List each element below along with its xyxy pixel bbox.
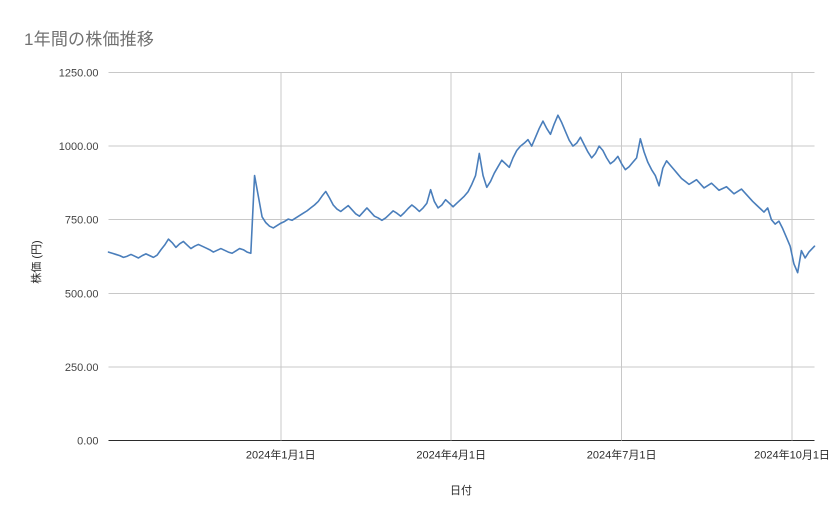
x-axis-title: 日付: [450, 484, 472, 497]
y-axis-tick-label: 0.00: [77, 436, 98, 448]
y-axis-tick-label: 1000.00: [59, 141, 99, 153]
x-axis-tick-label: 2024年10月1日: [754, 448, 830, 462]
y-axis-tick-labels: 0.00 250.00 500.00 750.00 1000.00 1250.00: [59, 68, 99, 448]
chart-title: 1年間の株価推移: [24, 30, 155, 49]
x-axis-tick-label: 2024年7月1日: [587, 448, 657, 462]
price-line-series: [107, 114, 816, 274]
y-axis-title: 株価 (円): [29, 240, 43, 283]
y-axis-tick-label: 500.00: [65, 288, 99, 300]
x-axis-tick-label: 2024年1月1日: [246, 448, 316, 462]
x-axis-tick-labels: 2024年1月1日 2024年4月1日 2024年7月1日 2024年10月1日: [246, 448, 830, 462]
gridlines: [108, 72, 815, 442]
x-axis-tick-label: 2024年4月1日: [416, 448, 486, 462]
y-axis-tick-label: 1250.00: [59, 68, 99, 80]
y-axis-tick-label: 250.00: [65, 362, 99, 374]
y-axis-tick-label: 750.00: [65, 215, 99, 227]
